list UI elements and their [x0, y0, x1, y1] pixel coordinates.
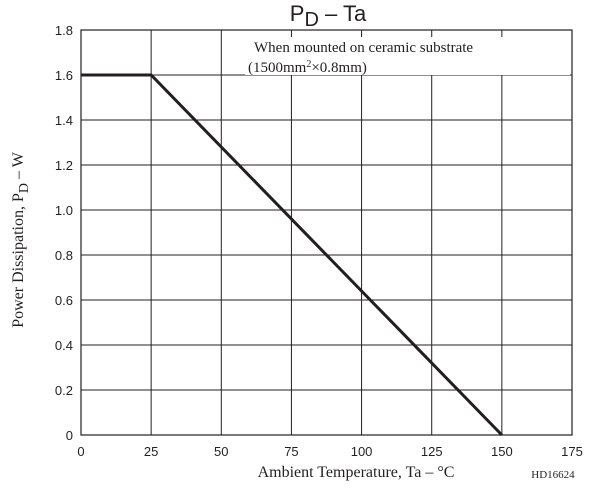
x-axis-label: Ambient Temperature, Ta – °C: [258, 464, 455, 481]
plot-frame: [80, 29, 573, 436]
title-rest: – Ta: [319, 1, 367, 26]
grid-lines: [81, 30, 572, 435]
title-main: P: [290, 1, 305, 26]
y-tick-label: 1.0: [55, 203, 73, 218]
x-tick-label: 50: [214, 444, 228, 459]
y-tick-label: 0.4: [55, 338, 73, 353]
series-group: [81, 73, 503, 437]
x-tick-labels: 0 25 50 75 100 125 150 175: [77, 444, 582, 459]
x-tick-label: 75: [284, 444, 298, 459]
x-tick-label: 150: [491, 444, 513, 459]
x-tick-label: 100: [351, 444, 373, 459]
series-line: [81, 73, 503, 437]
x-tick-label: 175: [561, 444, 583, 459]
y-tick-label: 1.6: [55, 68, 73, 83]
annotation-line-1: When mounted on ceramic substrate: [254, 40, 473, 56]
y-tick-label: 1.4: [55, 113, 73, 128]
annotation-line-2: (1500mm2×0.8mm): [248, 59, 367, 76]
y-axis-label: Power Dissipation, PD – W: [10, 151, 32, 328]
y-tick-label: 0.8: [55, 248, 73, 263]
y-tick-label: 1.8: [55, 23, 73, 38]
title-sub: D: [304, 9, 318, 31]
x-tick-label: 125: [421, 444, 443, 459]
y-tick-label: 0.6: [55, 293, 73, 308]
x-tick-label: 25: [144, 444, 158, 459]
x-tick-label: 0: [77, 444, 84, 459]
y-tick-label: 0: [66, 428, 73, 443]
annotation-box: [245, 37, 570, 75]
y-tick-labels: 0 0.2 0.4 0.6 0.8 1.0 1.2 1.4 1.6 1.8: [55, 23, 73, 443]
figure-code: HD16624: [531, 469, 575, 481]
chart-title: PD – Ta: [290, 1, 367, 31]
y-tick-label: 1.2: [55, 158, 73, 173]
y-tick-label: 0.2: [55, 383, 73, 398]
